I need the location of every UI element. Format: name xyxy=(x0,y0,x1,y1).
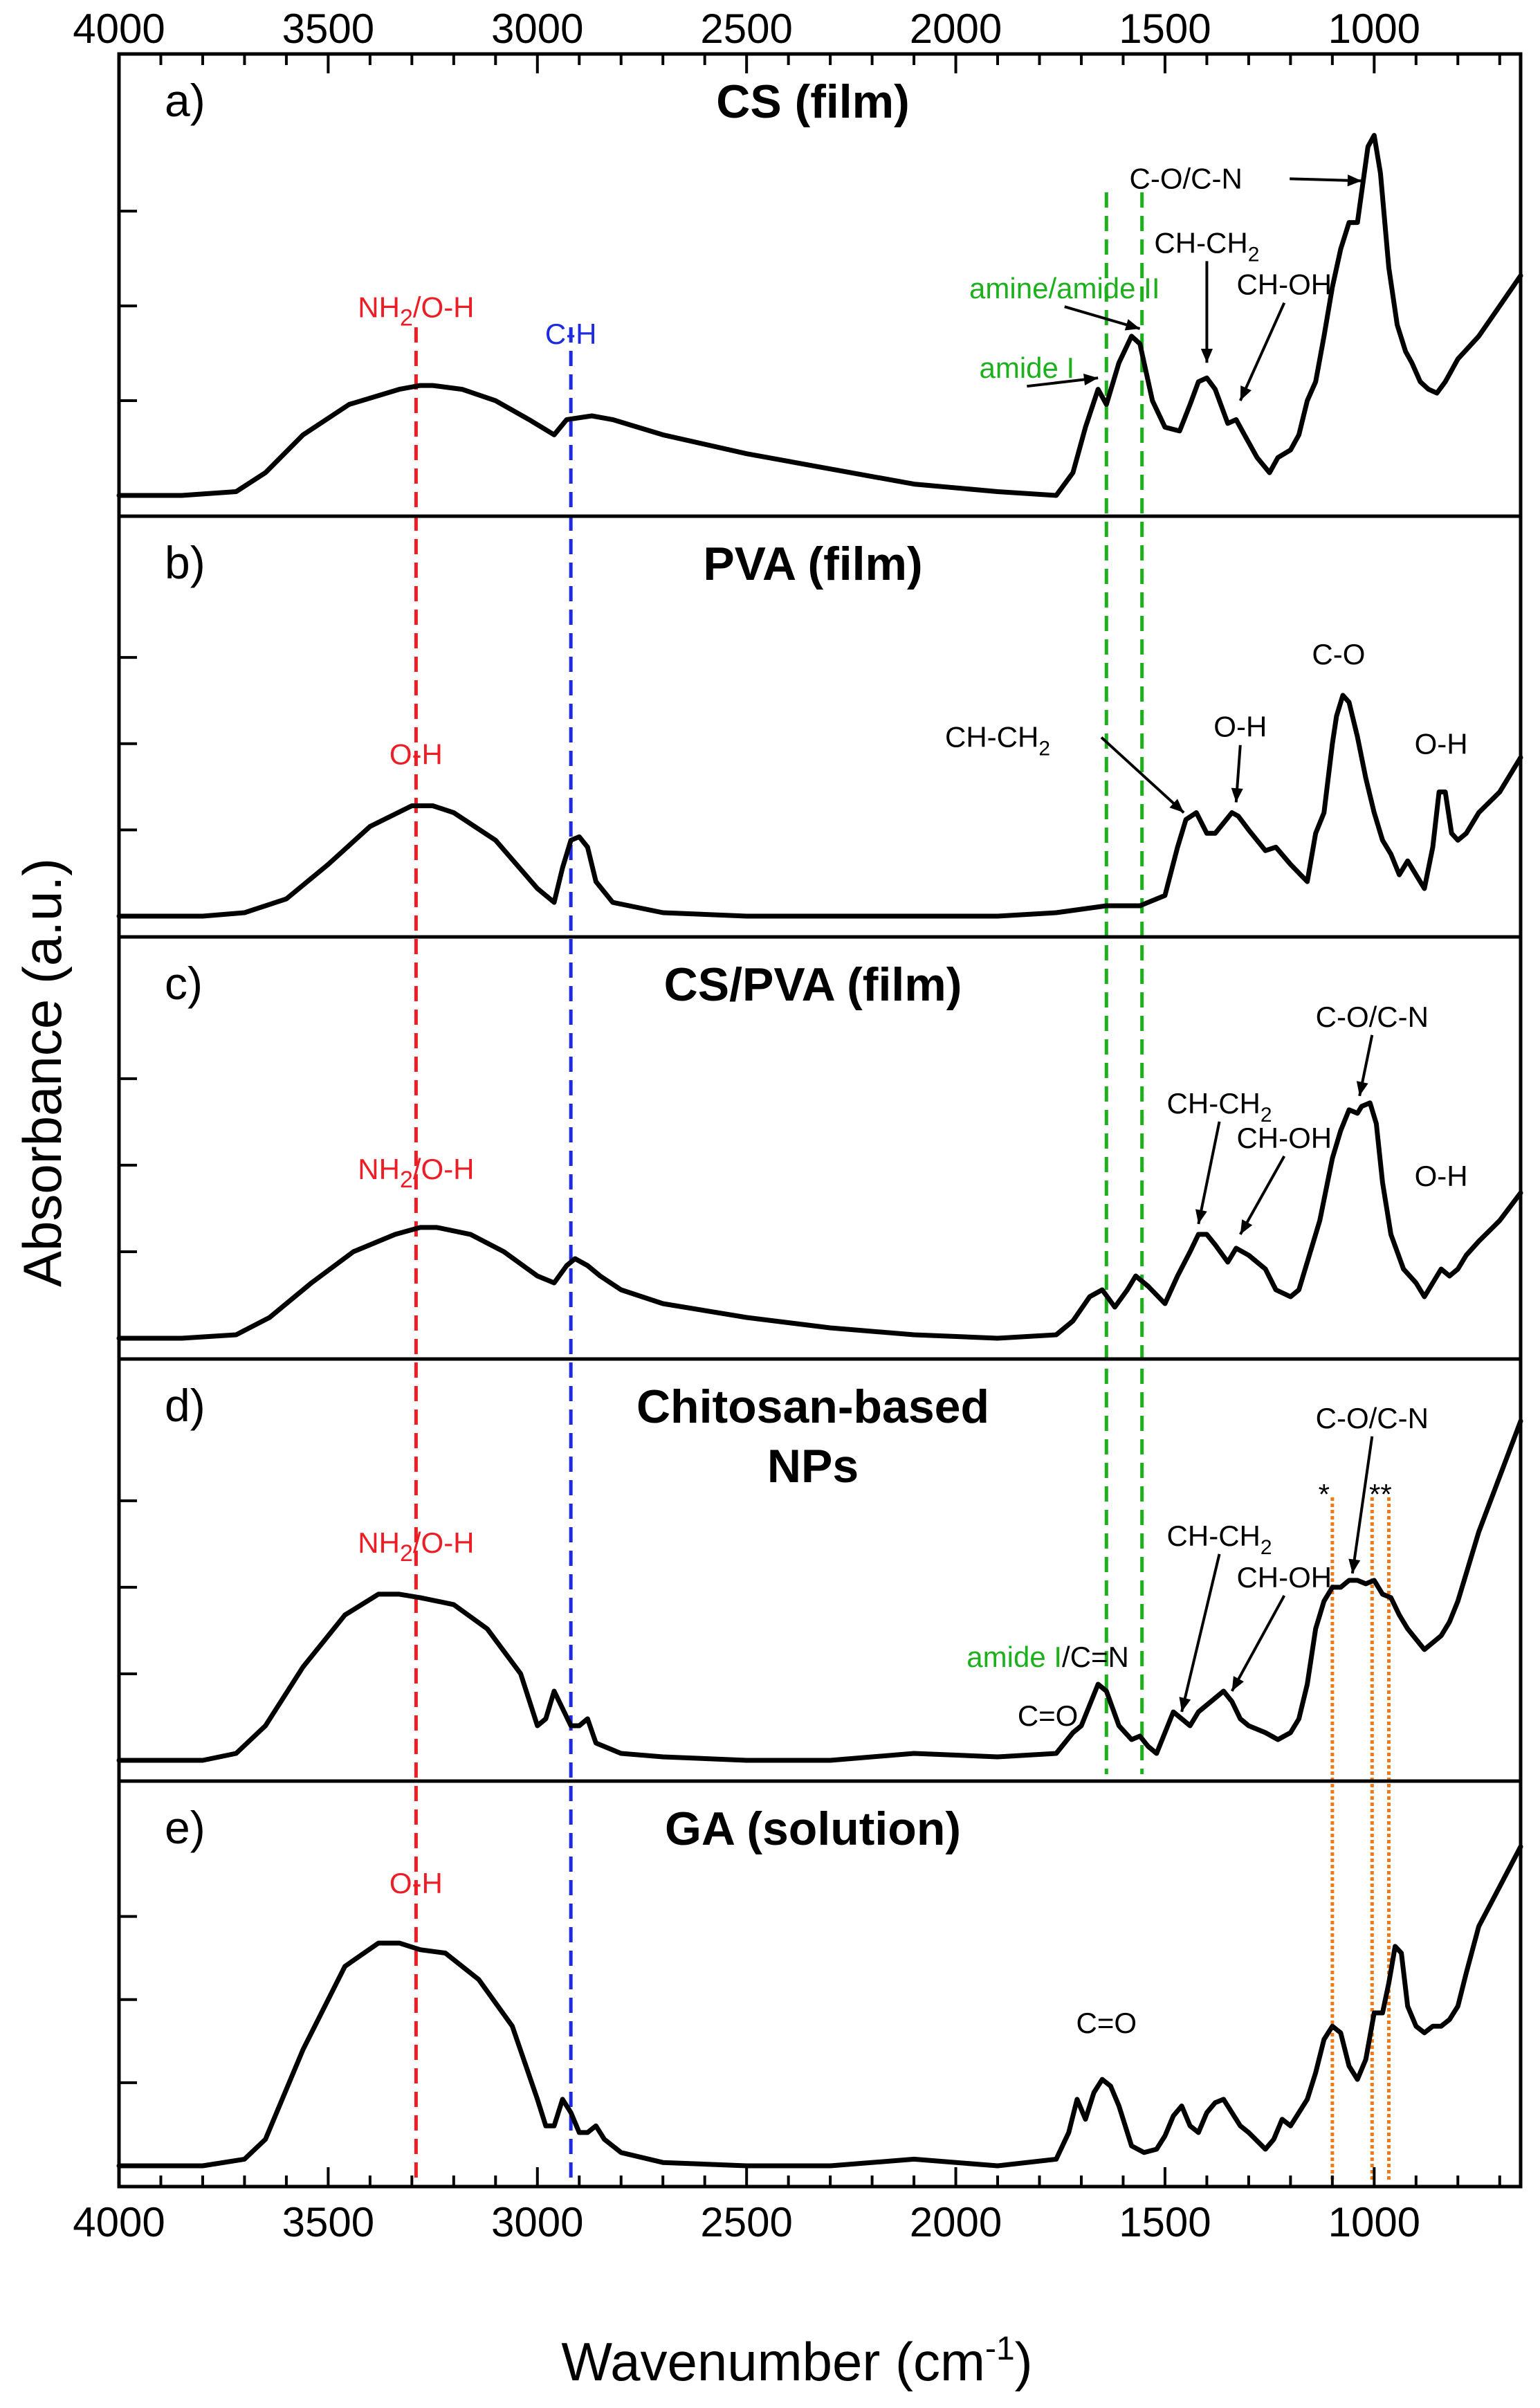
spectrum-a xyxy=(116,133,1523,498)
panel-title: Chitosan-based xyxy=(636,1380,989,1433)
annotation-arrowhead xyxy=(1124,319,1140,331)
annotation-label: O-H xyxy=(1415,1160,1468,1192)
annotation-arrow xyxy=(1197,1121,1221,1225)
annotation-label: CH-CH2 xyxy=(1167,1087,1272,1127)
annotation-label: CH-OH xyxy=(1236,268,1332,301)
annotation-label: amine/amide II xyxy=(969,272,1159,304)
annotation-label: CH-OH xyxy=(1236,1122,1332,1154)
annotation-arrowhead xyxy=(1200,349,1213,363)
annotation-arrowhead xyxy=(1356,1081,1368,1096)
annotation-arrow xyxy=(1180,1553,1221,1713)
annotation-label: amide I xyxy=(979,352,1074,384)
x-tick-label-bottom: 2500 xyxy=(700,2199,792,2245)
annotation-arrowhead xyxy=(1169,799,1184,813)
annotation-label: O-H xyxy=(389,1867,443,1899)
axes-frame-layer xyxy=(117,52,1523,2189)
annotation-arrow xyxy=(1230,1594,1286,1692)
annotation-arrow xyxy=(1239,1155,1286,1235)
panel-letter: a) xyxy=(165,75,205,126)
annotation-arrowhead xyxy=(1231,787,1243,803)
x-tick-label-top: 2000 xyxy=(910,6,1002,52)
spectra-layer xyxy=(116,133,1523,2169)
annotation-label: C=O xyxy=(1018,1699,1079,1732)
x-tick-label-top: 2500 xyxy=(700,6,792,52)
annotation-label: NH2/O-H xyxy=(358,291,474,331)
annotation-label: ** xyxy=(1369,1478,1392,1511)
x-tick-label-bottom: 3500 xyxy=(282,2199,374,2245)
annotation-label: CH-CH2 xyxy=(1154,226,1259,266)
annotation-label: O-H xyxy=(1213,711,1267,743)
annotation-arrow xyxy=(1100,736,1185,814)
annotation-label: O-H xyxy=(389,738,443,771)
x-tick-label-bottom: 2000 xyxy=(910,2199,1002,2245)
annotation-label: * xyxy=(1319,1478,1330,1511)
annotation-label: NH2/O-H xyxy=(358,1526,474,1567)
annotation-arrow xyxy=(1238,302,1286,401)
panel-title: PVA (film) xyxy=(703,538,922,590)
x-axis-title: Wavenumber (cm-1) xyxy=(561,2331,1032,2392)
annotation-label: NH2/O-H xyxy=(358,1153,474,1193)
spectrum-b xyxy=(116,693,1523,919)
annotation-arrowhead xyxy=(1231,1676,1244,1691)
panel-letter: c) xyxy=(165,958,203,1009)
annotation-label: C-O/C-N xyxy=(1316,1001,1429,1033)
annotation-label: C-O/C-N xyxy=(1316,1402,1429,1434)
annotation-label: C-O/C-N xyxy=(1130,162,1243,194)
x-tick-label-top: 3500 xyxy=(282,6,374,52)
annotation-arrowhead xyxy=(1347,174,1362,187)
annotation-label: CH-CH2 xyxy=(1167,1520,1272,1559)
x-tick-label-bottom: 1000 xyxy=(1328,2199,1420,2245)
annotation-arrowhead xyxy=(1195,1209,1207,1224)
x-tick-label-top: 4000 xyxy=(73,6,165,52)
panel-letter: b) xyxy=(165,537,205,588)
x-tick-label-top: 1500 xyxy=(1119,6,1211,52)
x-tick-label-bottom: 1500 xyxy=(1119,2199,1211,2245)
annotation-label: C=O xyxy=(1076,2007,1137,2039)
spectrum-e xyxy=(116,1844,1523,2169)
annotation-label: C-H xyxy=(545,318,597,350)
panel-title: CS (film) xyxy=(716,75,910,128)
annotation-label: CH-CH2 xyxy=(945,721,1050,760)
panel-letter: e) xyxy=(165,1802,205,1853)
annotation-label: amide I/C=N xyxy=(966,1641,1129,1673)
x-tick-label-top: 1000 xyxy=(1328,6,1420,52)
panel-title-line2: NPs xyxy=(767,1440,859,1493)
panel-letter: d) xyxy=(165,1380,205,1431)
y-axis-title: Absorbance (a.u.) xyxy=(12,858,73,1287)
x-tick-label-bottom: 4000 xyxy=(73,2199,165,2245)
annotation-label: O-H xyxy=(1415,728,1468,760)
annotation-arrowhead xyxy=(1240,1219,1253,1234)
x-tick-label-bottom: 3000 xyxy=(491,2199,583,2245)
spectrum-d xyxy=(116,1419,1523,1763)
annotation-label: C-O xyxy=(1312,638,1365,671)
axes-frame xyxy=(117,52,1523,2189)
reference-lines-layer xyxy=(414,192,1391,2187)
annotation-arrow xyxy=(1350,1436,1374,1574)
annotation-label: CH-OH xyxy=(1236,1561,1332,1594)
x-tick-label-top: 3000 xyxy=(491,6,583,52)
panel-title: GA (solution) xyxy=(665,1803,961,1855)
panel-title: CS/PVA (film) xyxy=(664,958,962,1011)
labels-layer: 4000 4000 3500 3500 3000 3000 2500 2500 2000 2000… xyxy=(73,6,1467,2245)
annotation-arrowhead xyxy=(1240,385,1252,401)
annotation-arrowhead xyxy=(1083,374,1099,386)
annotation-arrowhead xyxy=(1348,1558,1361,1574)
spectrum-c xyxy=(116,1100,1523,1341)
annotation-arrowhead xyxy=(1179,1697,1191,1712)
